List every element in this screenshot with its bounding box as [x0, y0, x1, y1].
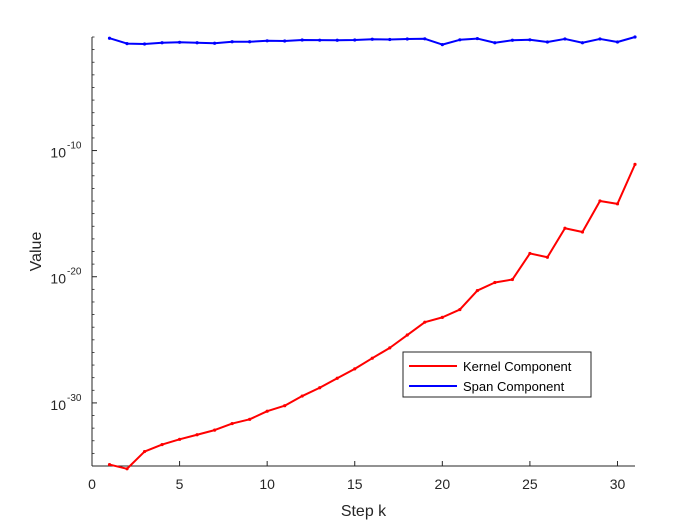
x-axis-title: Step k: [341, 503, 387, 520]
data-point: [213, 428, 217, 432]
legend-box: [402, 351, 592, 398]
data-point: [177, 40, 182, 44]
series-line-kernel: [109, 163, 636, 470]
data-point: [493, 280, 497, 285]
data-point: [563, 226, 567, 230]
data-point: [598, 37, 602, 41]
data-point: [545, 255, 550, 259]
data-point: [370, 37, 374, 41]
data-point: [458, 38, 462, 42]
data-point: [107, 462, 112, 467]
x-tick-label: 15: [347, 476, 363, 492]
data-point: [475, 36, 479, 41]
data-point: [160, 41, 164, 45]
y-tick-exponent: -20: [67, 267, 82, 278]
data-point: [388, 37, 392, 42]
data-point: [545, 40, 550, 44]
data-point: [510, 277, 514, 282]
data-point: [440, 315, 444, 319]
data-point: [283, 404, 287, 408]
data-point: [107, 36, 112, 40]
data-point: [353, 367, 357, 371]
x-tick-label: 0: [88, 476, 96, 492]
data-point: [633, 162, 637, 166]
data-point: [248, 417, 252, 421]
data-point: [318, 38, 322, 42]
data-point: [142, 42, 147, 46]
data-point: [300, 394, 304, 398]
data-point: [528, 251, 532, 256]
data-point: [125, 41, 129, 46]
data-point: [142, 449, 147, 454]
x-tick-label: 5: [176, 476, 184, 492]
data-point: [405, 37, 409, 41]
data-point: [195, 433, 199, 437]
data-point: [615, 202, 620, 206]
data-point: [633, 35, 637, 39]
legend: Kernel Component Span Component: [402, 351, 592, 398]
axes-box: [91, 37, 635, 467]
data-point: [195, 41, 199, 45]
data-point: [335, 376, 339, 380]
y-tick-label: 10: [50, 145, 66, 161]
data-point: [580, 41, 585, 45]
series-layer: [107, 35, 637, 471]
data-point: [563, 37, 567, 41]
data-point: [510, 38, 514, 42]
data-point: [213, 41, 217, 45]
legend-label-span: Span Component: [463, 379, 565, 394]
y-tick-exponent: -10: [67, 141, 82, 152]
data-point: [528, 38, 532, 42]
x-tick-label: 25: [522, 476, 538, 492]
legend-label-kernel: Kernel Component: [463, 359, 572, 374]
data-point: [177, 437, 182, 441]
data-point: [160, 442, 164, 447]
data-point: [458, 307, 462, 312]
data-point: [405, 333, 409, 337]
data-point: [125, 467, 129, 471]
x-tick-label: 10: [259, 476, 275, 492]
data-point: [475, 288, 479, 293]
y-tick-exponent: -30: [67, 393, 82, 404]
data-point: [388, 346, 392, 350]
data-point: [283, 39, 287, 43]
data-point: [248, 40, 252, 44]
data-point: [440, 42, 444, 47]
data-point: [353, 38, 357, 42]
data-point: [493, 41, 497, 45]
data-point: [230, 421, 234, 426]
y-tick-label: 10: [50, 397, 66, 413]
data-point: [615, 40, 620, 44]
data-point: [335, 38, 339, 42]
data-point: [423, 37, 427, 41]
data-point: [598, 199, 602, 203]
x-ticks: 0 5 10 15 20 25 30: [88, 461, 625, 492]
x-tick-label: 30: [610, 476, 626, 492]
data-point: [580, 230, 585, 234]
data-point: [265, 39, 269, 43]
data-point: [318, 386, 322, 390]
data-point: [370, 356, 374, 360]
data-point: [423, 320, 427, 324]
data-point: [230, 40, 234, 44]
data-point: [265, 409, 269, 413]
y-tick-label: 10: [50, 271, 66, 287]
data-point: [300, 38, 304, 42]
x-tick-label: 20: [435, 476, 451, 492]
y-axis-title: Value: [28, 232, 45, 272]
